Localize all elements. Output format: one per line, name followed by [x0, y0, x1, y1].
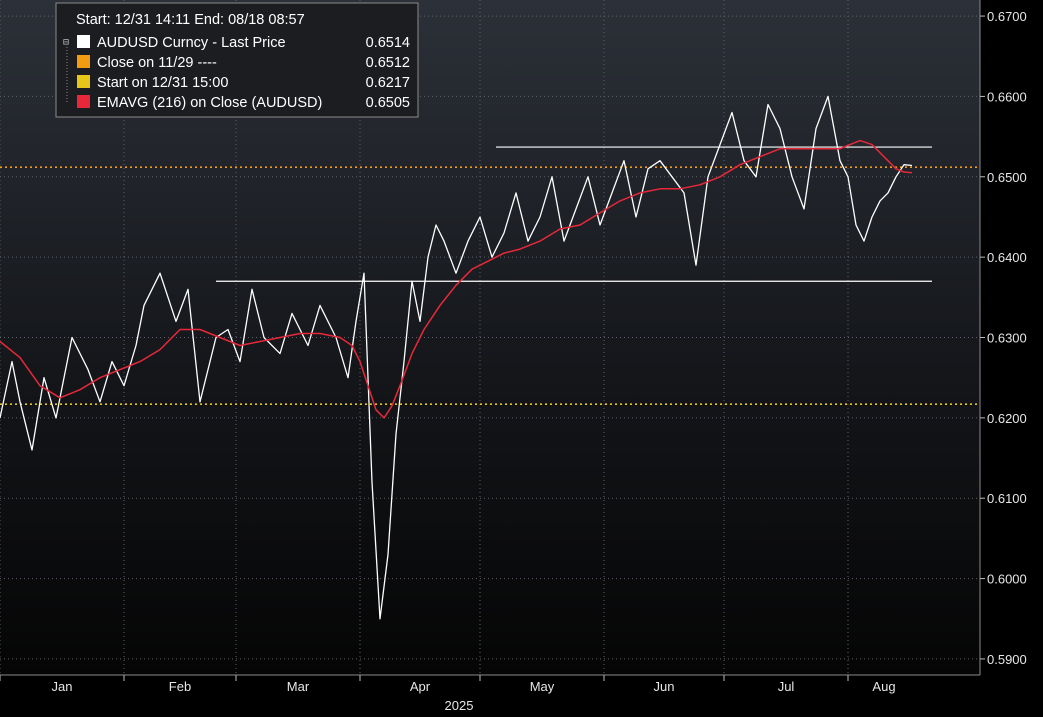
x-tick-label: Mar [287, 679, 310, 694]
y-axis-ticks: 0.5900 0.6000 0.6100 0.6200 0.6300 0.6400 0.65… [980, 9, 1027, 667]
legend-value-emavg: 0.6505 [366, 95, 410, 111]
y-tick-label: 0.6500 [987, 170, 1027, 185]
legend-label-emavg: EMAVG (216) on Close (AUDUSD) [97, 95, 322, 111]
x-tick-label: Jun [654, 679, 675, 694]
legend-background [55, 2, 419, 118]
x-tick-label: Aug [872, 679, 895, 694]
x-tick-label: Jan [52, 679, 73, 694]
series-lines [0, 95, 913, 620]
legend-swatch-close [77, 55, 90, 68]
legend-collapse-icon[interactable]: ⊟ [63, 38, 69, 49]
legend-label-last-price: AUDUSD Curncy - Last Price [97, 35, 286, 51]
y-tick-label: 0.5900 [987, 652, 1027, 667]
x-axis-ticks: Jan Feb Mar Apr May Jun Jul Aug [0, 675, 896, 694]
legend-label-close: Close on 11/29 ---- [97, 55, 217, 71]
legend-box: Start: 12/31 14:11 End: 08/18 08:57 ⊟ AU… [55, 2, 419, 118]
legend-swatch-emavg [77, 95, 90, 108]
y-tick-label: 0.6300 [987, 331, 1027, 346]
x-tick-label: Apr [410, 679, 431, 694]
legend-header: Start: 12/31 14:11 End: 08/18 08:57 [76, 12, 305, 28]
legend-value-close: 0.6512 [366, 55, 410, 71]
y-tick-label: 0.6700 [987, 9, 1027, 24]
ema-series-line [0, 139, 913, 419]
legend-label-start: Start on 12/31 15:00 [97, 75, 228, 91]
legend-swatch-last-price [77, 35, 90, 48]
legend-value-start: 0.6217 [366, 75, 410, 91]
y-tick-label: 0.6400 [987, 250, 1027, 265]
x-tick-label: Jul [778, 679, 795, 694]
x-tick-label: Feb [169, 679, 191, 694]
x-tick-label: May [530, 679, 555, 694]
y-tick-label: 0.6000 [987, 572, 1027, 587]
y-tick-label: 0.6200 [987, 411, 1027, 426]
price-series-line [0, 95, 913, 620]
y-tick-label: 0.6600 [987, 89, 1027, 104]
legend-value-last-price: 0.6514 [366, 35, 410, 51]
x-axis-year-label: 2025 [445, 698, 474, 713]
legend-swatch-start [77, 75, 90, 88]
y-tick-label: 0.6100 [987, 491, 1027, 506]
reference-lines [0, 146, 980, 405]
